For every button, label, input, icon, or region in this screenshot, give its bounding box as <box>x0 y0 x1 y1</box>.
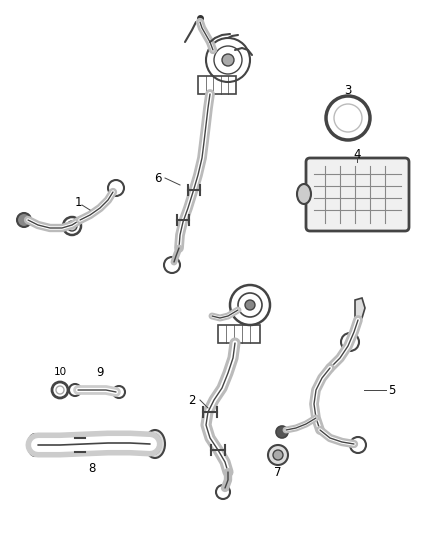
Polygon shape <box>355 298 365 322</box>
Text: 3: 3 <box>344 84 352 96</box>
FancyBboxPatch shape <box>306 158 409 231</box>
Circle shape <box>67 221 77 231</box>
Text: 5: 5 <box>389 384 396 397</box>
Circle shape <box>268 445 288 465</box>
Ellipse shape <box>149 434 161 454</box>
Circle shape <box>276 426 288 438</box>
Circle shape <box>245 300 255 310</box>
Ellipse shape <box>145 430 165 458</box>
Ellipse shape <box>297 184 311 204</box>
Text: 8: 8 <box>88 462 95 474</box>
Circle shape <box>17 213 31 227</box>
Text: 9: 9 <box>96 366 104 378</box>
Circle shape <box>222 54 234 66</box>
Text: 2: 2 <box>188 393 196 407</box>
Text: 4: 4 <box>353 149 361 161</box>
Circle shape <box>77 435 83 441</box>
Text: 6: 6 <box>154 172 162 184</box>
Circle shape <box>273 450 283 460</box>
Ellipse shape <box>28 434 42 456</box>
Bar <box>198 76 236 94</box>
Text: 7: 7 <box>274 466 282 480</box>
Text: 10: 10 <box>53 367 67 377</box>
Circle shape <box>77 449 83 455</box>
Bar <box>218 325 260 343</box>
Text: 1: 1 <box>74 196 82 208</box>
